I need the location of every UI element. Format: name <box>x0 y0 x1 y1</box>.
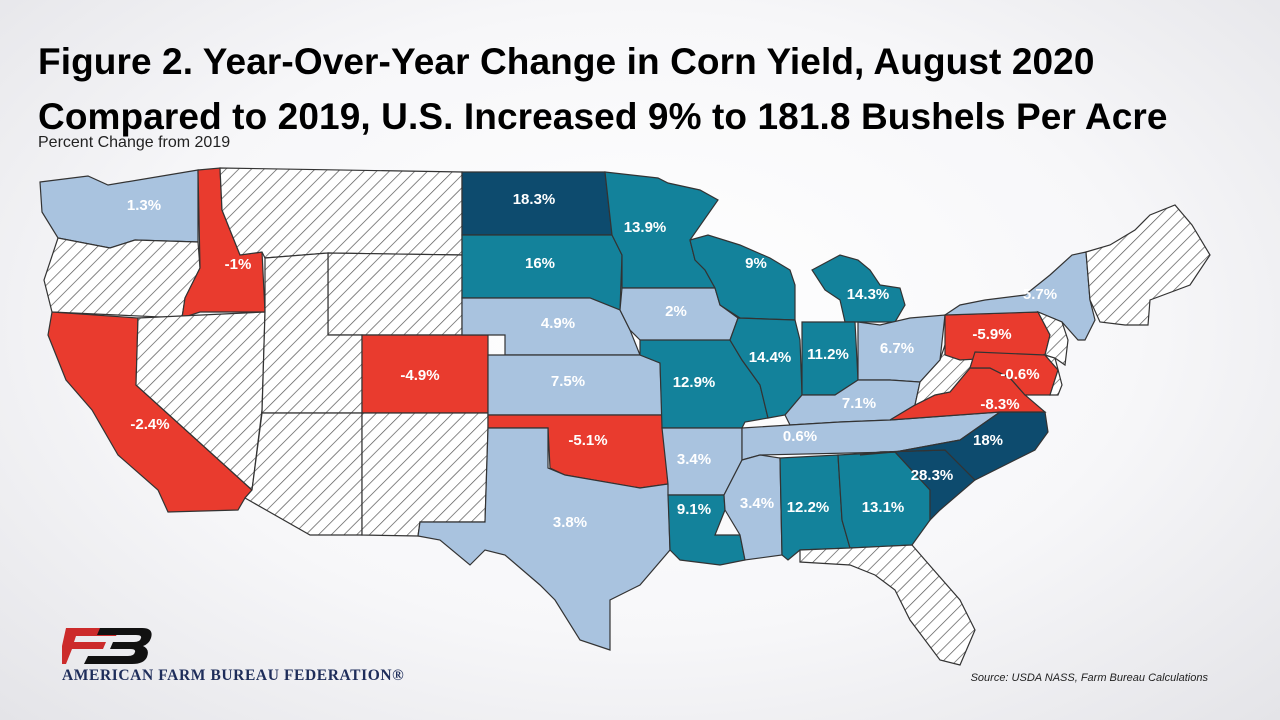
state-michigan <box>811 254 906 323</box>
state-label-arkansas: 3.4% <box>677 451 711 468</box>
state-arizona <box>244 412 363 536</box>
state-label-nebraska: 4.9% <box>541 315 575 332</box>
state-label-iowa: 2% <box>665 303 687 320</box>
state-label-minnesota: 13.9% <box>624 219 667 236</box>
chart-title: Figure 2. Year-Over-Year Change in Corn … <box>38 34 1268 144</box>
state-label-kentucky: 7.1% <box>842 395 876 412</box>
organization-name: AMERICAN FARM BUREAU FEDERATION® <box>62 667 405 684</box>
state-label-idaho: -1% <box>225 256 252 273</box>
source-note: Source: USDA NASS, Farm Bureau Calculati… <box>970 672 1208 684</box>
state-label-ohio: 6.7% <box>880 340 914 357</box>
state-montana <box>219 167 463 259</box>
title-line-1: Figure 2. Year-Over-Year Change in Corn … <box>38 41 1095 82</box>
title-line-2: Compared to 2019, U.S. Increased 9% to 1… <box>38 96 1168 137</box>
state-label-virginia: -8.3% <box>980 396 1019 413</box>
state-label-north-carolina: 18% <box>973 432 1003 449</box>
farm-bureau-logo: FB <box>62 628 152 664</box>
state-label-illinois: 14.4% <box>749 349 792 366</box>
state-label-michigan: 14.3% <box>847 286 890 303</box>
state-label-louisiana: 9.1% <box>677 501 711 518</box>
chart-subtitle: Percent Change from 2019 <box>38 134 231 151</box>
state-label-tennessee: 0.6% <box>783 428 817 445</box>
state-north-carolina <box>859 411 1049 481</box>
state-wyoming <box>327 252 463 336</box>
state-label-texas: 3.8% <box>553 514 587 531</box>
state-label-colorado: -4.9% <box>400 367 439 384</box>
state-washington <box>39 169 199 249</box>
state-texas <box>417 427 671 651</box>
state-label-pennsylvania: -5.9% <box>972 326 1011 343</box>
state-label-washington: 1.3% <box>127 197 161 214</box>
state-new-mexico <box>361 412 489 537</box>
state-label-california: -2.4% <box>130 416 169 433</box>
state-label-indiana: 11.2% <box>807 346 849 363</box>
state-label-wisconsin: 9% <box>745 255 767 272</box>
state-new-jersey <box>1036 310 1069 367</box>
state-oregon <box>43 237 201 319</box>
state-label-kansas: 7.5% <box>551 373 585 390</box>
state-new-england <box>1085 204 1211 326</box>
state-label-oklahoma: -5.1% <box>568 432 607 449</box>
state-label-alabama: 12.2% <box>787 499 830 516</box>
state-florida <box>799 544 976 666</box>
state-label-mississippi: 3.4% <box>740 495 774 512</box>
state-label-georgia: 13.1% <box>862 499 905 516</box>
state-label-south-dakota: 16% <box>525 255 555 272</box>
state-label-maryland: -0.6% <box>1000 366 1039 383</box>
state-label-new-york: 5.7% <box>1023 286 1057 303</box>
state-label-missouri: 12.9% <box>673 374 716 391</box>
state-label-south-carolina: 28.3% <box>911 467 954 484</box>
state-mississippi <box>723 454 783 561</box>
state-illinois <box>729 317 803 419</box>
state-label-north-dakota: 18.3% <box>513 191 556 208</box>
